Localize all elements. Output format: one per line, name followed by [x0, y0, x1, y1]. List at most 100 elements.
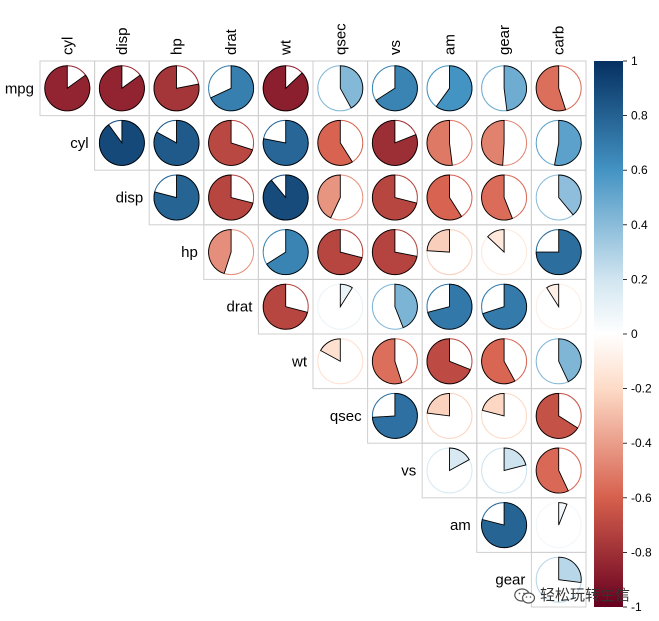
pie-gear-carb	[535, 556, 582, 603]
pie-slice	[153, 174, 200, 221]
pie-slice	[262, 174, 309, 221]
pie-slice	[153, 65, 200, 112]
pie-slice	[371, 392, 418, 439]
col-label-vs: vs	[387, 40, 404, 55]
colorbar-ticks: 1 0.8 0.6 0.4 0.2 0 -0.2 -0.4 -0.6 -0.8 -1	[623, 54, 652, 614]
colorbar-tick-label: -0.8	[631, 545, 652, 559]
pie-cyl-gear	[481, 119, 528, 166]
pie-vs-carb	[535, 447, 582, 494]
pie-mpg-hp	[153, 65, 200, 112]
col-label-hp: hp	[169, 38, 186, 55]
colorbar-gradient	[594, 61, 623, 607]
pie-slice	[426, 392, 450, 417]
pie-slice	[371, 174, 418, 221]
row-label-qsec: qsec	[330, 408, 362, 425]
pie-hp-am	[426, 229, 473, 276]
col-label-cyl: cyl	[59, 37, 76, 55]
pie-slice	[487, 229, 505, 254]
col-label-drat: drat	[223, 28, 240, 55]
col-label-am: am	[442, 34, 459, 55]
row-label-mpg: mpg	[5, 80, 34, 97]
pie-mpg-cyl	[44, 65, 91, 112]
pie-slice	[426, 338, 472, 385]
pie-qsec-carb	[535, 392, 582, 439]
colorbar-tick-label: 0.6	[631, 163, 648, 177]
colorbar-tick-label: -0.2	[631, 382, 652, 396]
pie-wt-carb	[535, 338, 582, 385]
pie-mpg-disp	[98, 65, 145, 112]
pie-hp-drat	[208, 229, 255, 276]
pie-disp-vs	[371, 174, 418, 221]
pie-slice	[99, 119, 145, 166]
pie-slice	[503, 65, 527, 112]
pie-cyl-hp	[153, 119, 200, 166]
pie-mpg-vs	[371, 65, 418, 112]
col-label-carb: carb	[551, 26, 568, 55]
pie-mpg-am	[426, 65, 473, 112]
row-label-am: am	[450, 517, 471, 534]
pie-disp-am	[426, 174, 473, 221]
colorbar-tick-label: 0.4	[631, 218, 648, 232]
pie-drat-am	[426, 283, 473, 330]
pie-cyl-carb	[535, 119, 582, 166]
pie-slice	[481, 502, 528, 549]
pie-mpg-carb	[535, 65, 582, 112]
pie-hp-vs	[371, 229, 418, 276]
pie-slice	[317, 174, 341, 219]
row-label-drat: drat	[227, 299, 254, 316]
col-label-wt: wt	[278, 39, 295, 56]
pie-mpg-drat	[208, 65, 255, 112]
pie-slice	[208, 119, 254, 166]
pie-slice	[503, 447, 527, 472]
pie-slice	[153, 119, 200, 166]
pie-marks	[44, 65, 582, 603]
pie-slice	[427, 283, 473, 330]
pie-slice	[262, 283, 309, 330]
pie-slice	[449, 447, 470, 472]
pie-mpg-wt	[262, 65, 309, 112]
pie-disp-drat	[208, 174, 255, 221]
grid	[39, 60, 587, 608]
row-label-hp: hp	[181, 244, 198, 261]
pie-slice	[339, 65, 364, 109]
pie-drat-wt	[262, 283, 309, 330]
pie-wt-am	[426, 338, 473, 385]
pie-cyl-qsec	[317, 119, 364, 166]
pie-cyl-wt	[262, 119, 309, 166]
pie-slice	[535, 65, 567, 112]
pie-slice	[262, 119, 309, 166]
pie-cyl-drat	[208, 119, 255, 166]
pie-drat-gear	[481, 283, 528, 330]
col-label-disp: disp	[114, 27, 131, 55]
pie-slice	[371, 338, 403, 385]
wechat-icon	[514, 587, 536, 604]
pie-slice	[553, 119, 582, 166]
pie-slice	[558, 174, 582, 216]
row-label-vs: vs	[401, 463, 416, 480]
pie-wt-gear	[481, 338, 528, 385]
col-label-qsec: qsec	[332, 23, 349, 55]
pie-slice	[535, 229, 582, 276]
pie-vs-gear	[481, 447, 528, 494]
watermark-text: 轻松玩转生信	[540, 586, 631, 604]
pie-disp-carb	[535, 174, 582, 221]
pie-slice	[558, 338, 582, 383]
pie-slice	[208, 229, 232, 275]
pie-wt-vs	[371, 338, 418, 385]
colorbar-tick-label: -1	[631, 600, 642, 614]
pie-hp-wt	[262, 229, 309, 276]
pie-disp-wt	[262, 174, 309, 221]
pie-slice	[44, 65, 91, 112]
pie-drat-vs	[371, 283, 418, 330]
pie-disp-qsec	[317, 174, 364, 221]
pie-slice	[481, 338, 516, 385]
pie-vs-am	[426, 447, 473, 494]
pie-am-carb	[535, 502, 582, 549]
pie-qsec-am	[426, 392, 473, 439]
pie-slice	[210, 65, 255, 112]
pie-qsec-gear	[481, 392, 528, 439]
colorbar-tick-label: -0.6	[631, 491, 652, 505]
pie-slice	[317, 119, 353, 166]
pie-slice	[535, 392, 579, 439]
row-label-cyl: cyl	[70, 135, 88, 152]
